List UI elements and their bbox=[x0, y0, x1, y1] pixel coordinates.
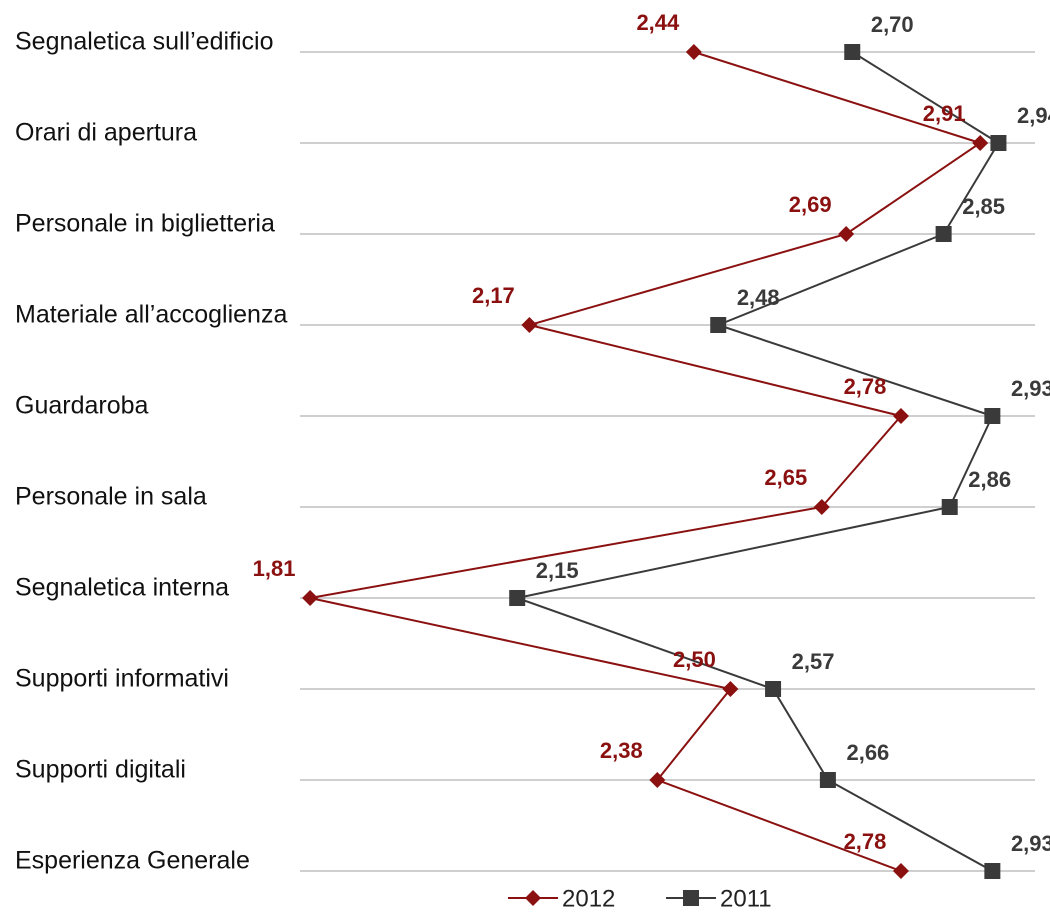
category-label: Segnaletica sull’edificio bbox=[15, 28, 273, 56]
point-marker bbox=[521, 317, 538, 333]
value-label: 2,85 bbox=[962, 194, 1005, 219]
value-label: 2,17 bbox=[472, 283, 515, 308]
value-label: 2,93 bbox=[1011, 376, 1050, 401]
value-label: 2,94 bbox=[1017, 103, 1050, 128]
point-marker bbox=[509, 590, 526, 606]
value-label: 2,44 bbox=[636, 10, 680, 35]
legend-label: 2011 bbox=[720, 885, 772, 912]
value-label: 2,86 bbox=[968, 467, 1011, 492]
point-marker bbox=[972, 135, 989, 151]
legend-label: 2012 bbox=[562, 885, 615, 912]
series-line bbox=[513, 51, 1000, 872]
point-marker bbox=[990, 135, 1007, 151]
point-marker bbox=[685, 44, 702, 60]
value-label: 2,15 bbox=[536, 558, 579, 583]
value-label: 1,81 bbox=[253, 556, 296, 581]
category-label: Esperienza Generale bbox=[15, 847, 250, 875]
category-label: Supporti informativi bbox=[15, 665, 229, 693]
value-label: 2,65 bbox=[764, 465, 807, 490]
category-label: Personale in sala bbox=[15, 483, 207, 511]
point-marker bbox=[935, 226, 952, 242]
point-marker bbox=[302, 590, 319, 606]
point-marker bbox=[844, 44, 861, 60]
point-marker bbox=[838, 226, 855, 242]
value-label: 2,78 bbox=[844, 829, 887, 854]
value-label: 2,66 bbox=[846, 740, 889, 765]
category-label: Orari di apertura bbox=[15, 119, 197, 147]
value-label: 2,70 bbox=[871, 12, 914, 37]
legend-marker bbox=[683, 890, 699, 906]
value-label: 2,93 bbox=[1011, 831, 1050, 856]
point-marker bbox=[765, 681, 782, 697]
point-marker bbox=[941, 499, 958, 515]
value-label: 2,38 bbox=[600, 738, 643, 763]
value-label: 2,48 bbox=[737, 285, 780, 310]
point-marker bbox=[892, 863, 909, 879]
category-label: Guardaroba bbox=[15, 392, 149, 420]
category-label: Materiale all’accoglienza bbox=[15, 301, 287, 329]
point-marker bbox=[819, 772, 836, 788]
value-label: 2,91 bbox=[923, 101, 966, 126]
point-marker bbox=[984, 863, 1001, 879]
legend-marker bbox=[525, 890, 541, 906]
series-line bbox=[309, 51, 983, 872]
point-marker bbox=[892, 408, 909, 424]
value-label: 2,50 bbox=[673, 647, 716, 672]
point-marker bbox=[649, 772, 666, 788]
category-label: Supporti digitali bbox=[15, 756, 186, 784]
point-marker bbox=[984, 408, 1001, 424]
value-label: 2,57 bbox=[792, 649, 835, 674]
category-label: Personale in biglietteria bbox=[15, 210, 275, 238]
point-marker bbox=[813, 499, 830, 515]
category-label: Segnaletica interna bbox=[15, 574, 229, 602]
value-label: 2,78 bbox=[844, 374, 887, 399]
point-marker bbox=[722, 681, 739, 697]
point-marker bbox=[710, 317, 727, 333]
value-label: 2,69 bbox=[789, 192, 832, 217]
